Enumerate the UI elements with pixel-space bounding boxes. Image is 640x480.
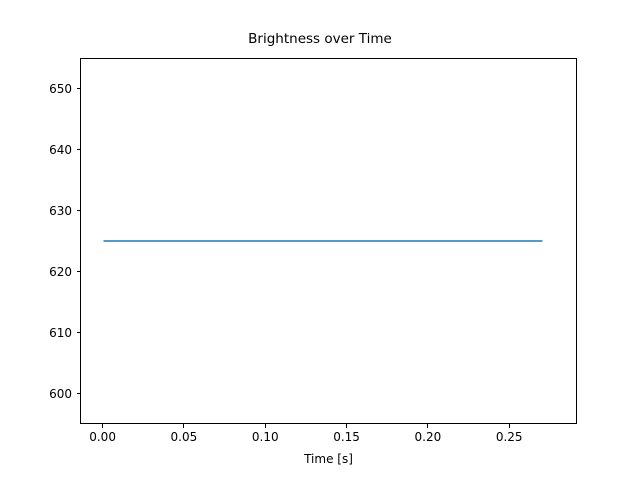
y-tick-label: 630 <box>49 203 72 218</box>
x-tick-label: 0.25 <box>495 430 523 444</box>
data-line-canvas <box>103 240 543 242</box>
y-tick-mark <box>76 209 80 212</box>
chart-title: Brightness over Time <box>248 31 392 47</box>
y-tick-label: 620 <box>49 264 72 279</box>
x-tick-label: 0.10 <box>251 430 279 444</box>
y-tick-label: 650 <box>49 81 72 96</box>
x-tick-label: 0.15 <box>333 430 360 444</box>
x-tick-mark <box>346 424 348 428</box>
y-tick-mark <box>76 87 80 90</box>
y-tick-mark <box>76 331 80 334</box>
x-tick-mark <box>508 424 510 428</box>
x-axis-label: Time [s] <box>304 452 353 466</box>
x-tick-mark <box>427 424 429 428</box>
x-tick-mark <box>183 424 185 428</box>
y-tick-mark <box>76 148 80 151</box>
x-tick-label: 0.20 <box>414 430 442 444</box>
y-tick-mark <box>76 392 80 395</box>
plot-area <box>80 58 577 424</box>
x-tick-mark <box>102 424 104 428</box>
x-tick-label: 0.05 <box>170 430 198 444</box>
x-tick-mark <box>264 424 266 428</box>
y-axis-label: Brightness <box>14 0 30 58</box>
x-tick-label: 0.00 <box>89 430 116 444</box>
y-tick-label: 640 <box>49 142 72 157</box>
y-tick-label: 600 <box>49 386 72 401</box>
y-tick-label: 610 <box>49 325 72 340</box>
y-tick-mark <box>76 270 80 273</box>
